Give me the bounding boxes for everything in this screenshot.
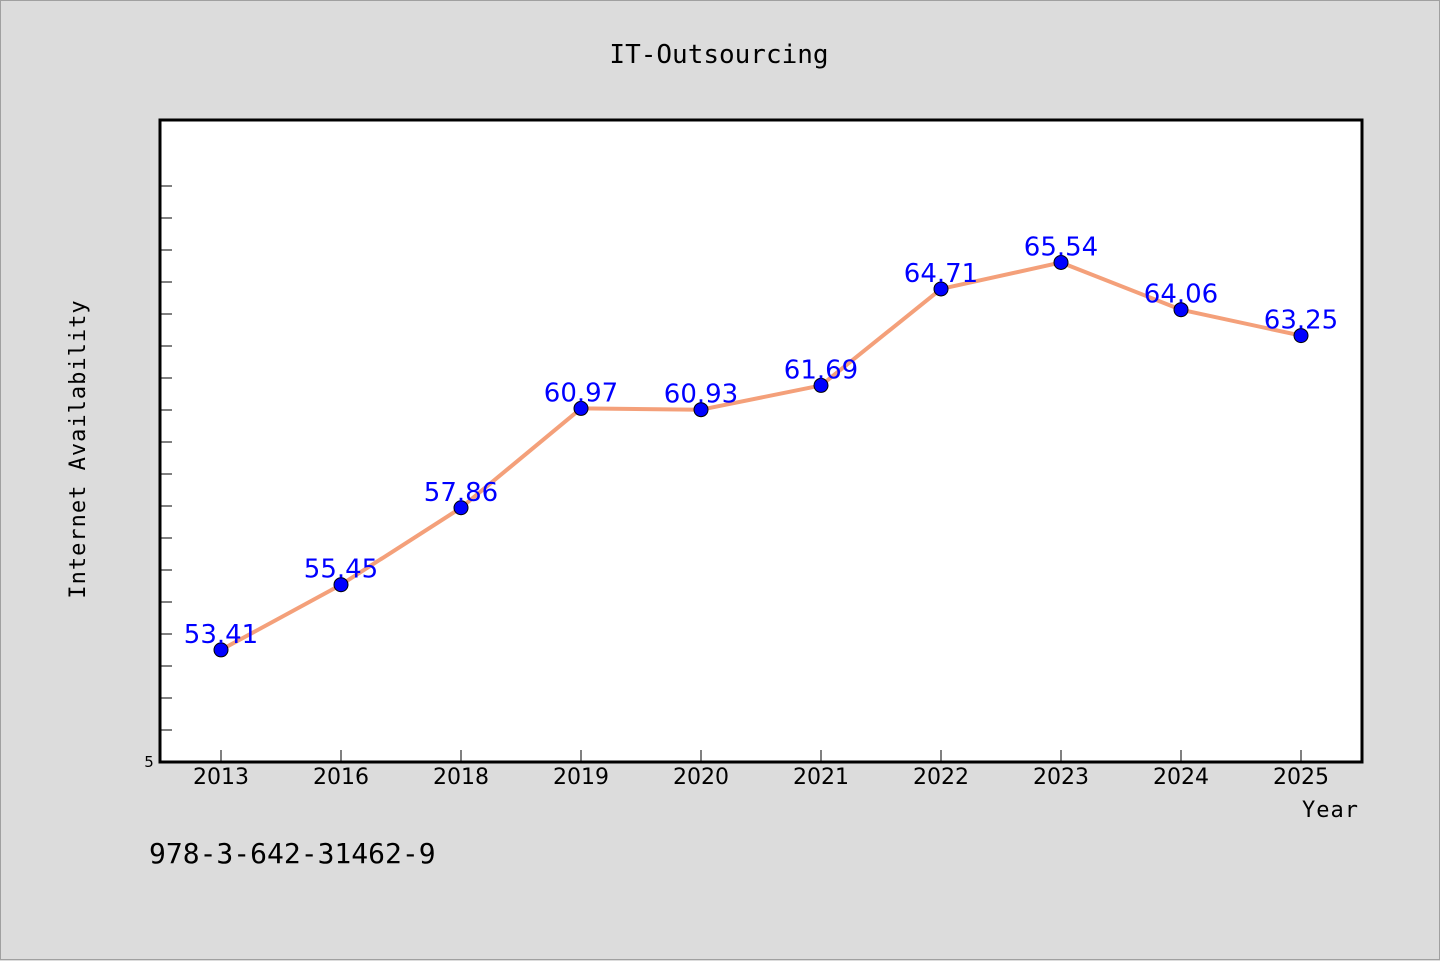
data-point <box>213 642 229 658</box>
y-tick-label: 5 <box>144 753 154 771</box>
data-label: 57.86 <box>424 478 498 508</box>
data-point <box>693 402 709 418</box>
x-tick-label: 2022 <box>913 765 969 790</box>
x-tick-label: 2018 <box>433 765 489 790</box>
x-axis: 2013 2016 2018 2019 2020 2021 2022 2023 2024 2025 <box>193 750 1329 790</box>
x-tick-label: 2021 <box>793 765 849 790</box>
data-label: 63.25 <box>1264 306 1338 336</box>
x-tick-label: 2024 <box>1153 765 1209 790</box>
x-tick-label: 2025 <box>1273 765 1329 790</box>
data-point <box>933 281 949 297</box>
series-line <box>220 260 1302 652</box>
data-label: 65.54 <box>1024 232 1098 262</box>
data-label: 55.45 <box>304 555 378 585</box>
x-axis-label: Year <box>1302 798 1359 823</box>
series-group: 53.41 55.45 57.86 60.97 60.93 61.69 64.71 65.54… <box>184 232 1338 658</box>
chart-title: IT-Outsourcing <box>609 40 828 70</box>
data-label: 64.06 <box>1144 280 1218 310</box>
data-point <box>1053 254 1069 270</box>
data-point <box>1293 328 1309 344</box>
plot-area <box>158 118 1364 764</box>
data-label: 53.41 <box>184 620 258 650</box>
x-tick-label: 2013 <box>193 765 249 790</box>
data-point <box>573 400 589 416</box>
x-tick-label: 2016 <box>313 765 369 790</box>
data-label: 64.71 <box>904 259 978 289</box>
data-point <box>813 377 829 393</box>
data-point <box>453 500 469 516</box>
x-tick-label: 2020 <box>673 765 729 790</box>
data-point <box>1173 302 1189 318</box>
data-label: 60.93 <box>664 380 738 410</box>
data-label: 60.97 <box>544 378 618 408</box>
data-label: 61.69 <box>784 355 858 385</box>
y-axis-ticks <box>160 185 172 763</box>
footer-code: 978-3-642-31462-9 <box>149 837 436 870</box>
y-axis-label: Internet Availability <box>66 299 91 598</box>
data-point <box>333 577 349 593</box>
x-tick-label: 2019 <box>553 765 609 790</box>
x-tick-label: 2023 <box>1033 765 1089 790</box>
